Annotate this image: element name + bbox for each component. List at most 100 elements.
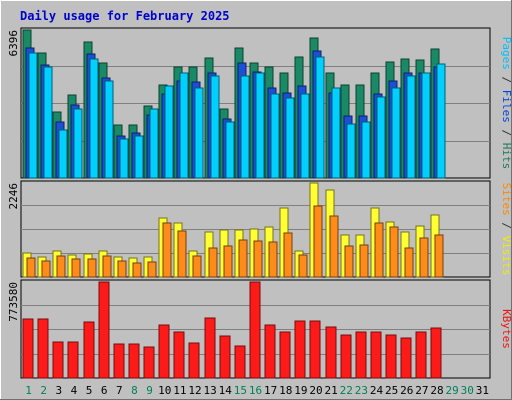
bar-sites-24: [374, 222, 384, 278]
legend-entry: KBytes: [500, 309, 512, 349]
bar-kbytes-15: [234, 345, 246, 379]
x-tick-label: 8: [131, 384, 138, 397]
x-tick-label: 30: [461, 384, 474, 397]
bar-sites-26: [404, 247, 414, 278]
bar-kbytes-2: [37, 318, 49, 379]
x-tick-label: 22: [340, 384, 353, 397]
x-tick-label: 15: [234, 384, 247, 397]
x-tick-label: 7: [116, 384, 123, 397]
bar-sites-13: [208, 247, 218, 278]
bar-sites-10: [162, 222, 172, 278]
x-tick-label: 2: [40, 384, 47, 397]
bar-kbytes-1: [22, 318, 34, 379]
bar-kbytes-25: [385, 334, 397, 379]
bar-pages-17: [270, 93, 280, 179]
x-tick-label: 1: [25, 384, 32, 397]
bar-pages-8: [134, 135, 144, 179]
bar-kbytes-27: [415, 331, 427, 379]
series-pages: [28, 52, 446, 179]
x-tick-label: 21: [325, 384, 338, 397]
bar-pages-2: [43, 66, 53, 179]
x-tick-label: 29: [446, 384, 459, 397]
bar-kbytes-4: [67, 341, 79, 379]
bar-pages-26: [406, 75, 416, 179]
panel-bottom: 773580 KBytes: [7, 279, 512, 379]
bar-pages-28: [436, 63, 446, 179]
y-max-label: 6396: [7, 30, 20, 57]
legend-entry: /: [500, 216, 512, 236]
x-tick-label: 27: [415, 384, 428, 397]
bar-kbytes-6: [98, 281, 110, 379]
legend-entry: Sites: [500, 183, 512, 216]
legend-middle: Sites / Visits: [500, 183, 512, 276]
bar-kbytes-20: [309, 320, 321, 379]
x-tick-label: 24: [370, 384, 384, 397]
panels: 6396 Pages / Files / Hits 2246 Sites / Visi…: [7, 27, 512, 379]
bar-sites-16: [253, 240, 263, 278]
x-tick-label: 31: [476, 384, 489, 397]
bar-kbytes-13: [204, 317, 216, 379]
bar-sites-2: [41, 260, 51, 278]
bar-pages-1: [28, 52, 38, 179]
legend-bottom: KBytes: [500, 309, 512, 349]
bar-sites-7: [117, 260, 127, 278]
bar-sites-9: [147, 261, 157, 278]
x-tick-label: 3: [56, 384, 63, 397]
bar-kbytes-5: [83, 321, 95, 379]
x-tick-label: 18: [279, 384, 292, 397]
bar-kbytes-23: [355, 331, 367, 379]
bar-sites-21: [329, 215, 339, 278]
x-tick-label: 14: [219, 384, 233, 397]
x-tick-label: 26: [400, 384, 413, 397]
bar-sites-28: [434, 234, 444, 278]
bar-pages-21: [331, 87, 341, 179]
bar-pages-6: [104, 80, 114, 179]
bar-pages-15: [240, 75, 250, 179]
legend-entry: /: [500, 123, 512, 143]
bar-sites-17: [268, 241, 278, 278]
legend-entry: Visits: [500, 236, 512, 276]
bar-sites-25: [389, 226, 399, 278]
series-sites: [26, 205, 444, 278]
bar-sites-1: [26, 257, 36, 278]
panel-top: 6396 Pages / Files / Hits: [7, 27, 512, 179]
bar-kbytes-26: [400, 337, 412, 379]
x-tick-label: 20: [309, 384, 322, 397]
x-tick-label: 16: [249, 384, 262, 397]
bar-kbytes-19: [294, 320, 306, 379]
bar-kbytes-24: [370, 331, 382, 379]
legend-entry: /: [500, 70, 512, 90]
bar-sites-14: [223, 245, 233, 278]
x-tick-label: 5: [86, 384, 93, 397]
bar-pages-23: [361, 121, 371, 179]
x-tick-label: 4: [71, 384, 78, 397]
bar-pages-24: [376, 96, 386, 179]
legend-entry: Files: [500, 90, 512, 123]
bar-sites-3: [56, 255, 66, 278]
x-tick-label: 25: [385, 384, 398, 397]
bar-pages-10: [164, 85, 174, 179]
bar-kbytes-21: [325, 326, 337, 379]
bar-pages-13: [210, 75, 220, 179]
x-tick-label: 10: [158, 384, 171, 397]
bar-pages-7: [119, 138, 129, 179]
x-tick-label: 9: [146, 384, 153, 397]
bar-sites-15: [238, 239, 248, 278]
bar-sites-19: [298, 254, 308, 278]
legend-entry: Hits: [500, 143, 512, 170]
y-max-label: 773580: [7, 282, 20, 322]
bar-sites-4: [71, 258, 81, 278]
bar-pages-9: [149, 108, 159, 179]
x-tick-label: 13: [203, 384, 216, 397]
bar-pages-18: [285, 97, 295, 179]
x-tick-label: 19: [294, 384, 307, 397]
x-tick-label: 6: [101, 384, 108, 397]
x-axis-labels: 1 2 3 4 5 6 7 8 9 10 11 12 13 14 15 16 17 18 19 20 21 22 23 24 2…: [25, 384, 489, 397]
bar-sites-22: [344, 245, 354, 278]
legend-entry: Pages: [500, 37, 512, 70]
x-tick-label: 12: [188, 384, 201, 397]
bar-kbytes-11: [173, 331, 185, 379]
bar-kbytes-22: [340, 334, 352, 379]
bar-sites-18: [283, 232, 293, 278]
bar-kbytes-8: [128, 343, 140, 379]
